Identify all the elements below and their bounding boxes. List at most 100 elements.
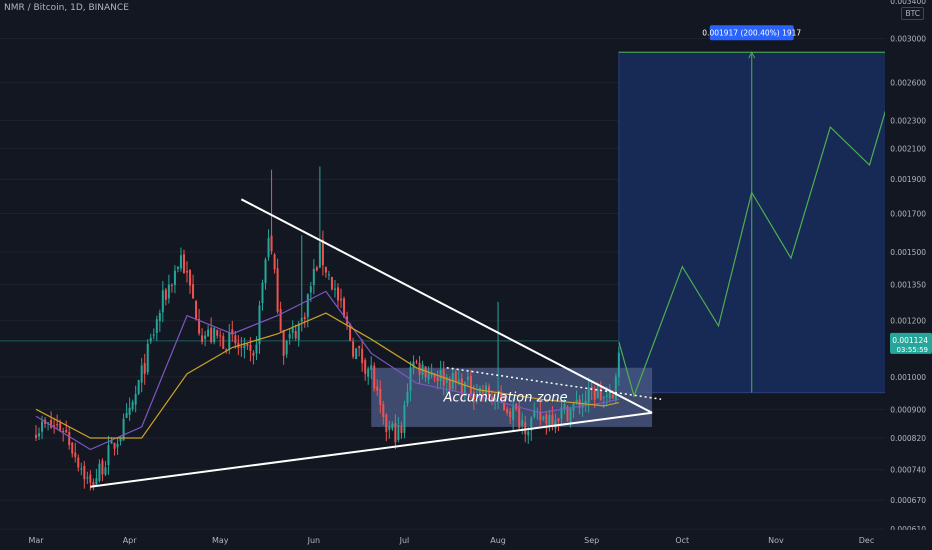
accumulation-zone-label: Accumulation zone <box>443 390 568 405</box>
candle-body <box>406 391 409 404</box>
candle-body <box>318 242 321 268</box>
candle-body <box>104 467 107 475</box>
candle-body <box>243 342 246 349</box>
candle-body <box>327 274 330 276</box>
candle-body <box>309 286 312 293</box>
target-badge[interactable] <box>709 25 794 41</box>
candle-body <box>264 259 267 284</box>
candle-body <box>524 422 527 435</box>
candle-body <box>195 300 198 320</box>
candle-body <box>454 371 457 383</box>
candle-body <box>403 404 406 433</box>
trendlines[interactable]: Accumulation zone 0.001917 (200.40%) 1917 <box>90 25 905 488</box>
candle-body <box>500 392 503 400</box>
ma-fast-line <box>35 290 620 451</box>
candle-body <box>439 369 442 382</box>
price-tick-label: 0.000820 <box>890 434 926 443</box>
candle-body <box>333 288 336 290</box>
time-tick-label: Sep <box>584 536 599 545</box>
candle-body <box>466 376 469 380</box>
candle-body <box>494 397 497 401</box>
time-tick-label: Aug <box>490 536 506 545</box>
candlestick-series <box>35 166 620 491</box>
candle-body <box>95 478 98 485</box>
candle-body <box>137 380 140 394</box>
candle-body <box>71 442 74 454</box>
projected-path[interactable] <box>618 52 904 398</box>
candle-body <box>433 375 436 378</box>
candle-body <box>611 394 614 399</box>
candle-body <box>388 425 391 431</box>
candle-body <box>361 348 364 364</box>
candle-body <box>569 408 572 424</box>
time-axis[interactable] <box>0 530 932 550</box>
candle-body <box>107 445 110 466</box>
candle-body <box>605 395 608 397</box>
candle-body <box>530 417 533 431</box>
candle-body <box>282 329 285 356</box>
candle-body <box>379 388 382 406</box>
candle-body <box>113 442 116 449</box>
candle-body <box>222 336 225 349</box>
candle-body <box>303 316 306 320</box>
candle-body <box>119 438 122 442</box>
candle-body <box>448 379 451 391</box>
candle-body <box>207 329 210 337</box>
candle-body <box>548 414 551 426</box>
candle-body <box>270 235 273 252</box>
candle-body <box>491 396 494 400</box>
time-tick-label: Apr <box>123 536 138 545</box>
ascending-trendline[interactable] <box>90 411 653 488</box>
descending-trendline[interactable] <box>240 198 653 414</box>
currency-badge[interactable]: BTC <box>901 7 924 20</box>
time-tick-label: Jun <box>307 536 321 545</box>
candle-body <box>394 423 397 443</box>
candle-body <box>557 418 560 422</box>
candle-body <box>430 372 433 376</box>
candle-body <box>400 425 403 433</box>
target-box[interactable] <box>618 51 895 394</box>
candle-body <box>288 334 291 339</box>
candle-body <box>41 421 44 432</box>
candle-body <box>35 434 37 438</box>
price-tick-label: 0.001000 <box>890 373 926 382</box>
price-tick-label: 0.003400 <box>890 0 926 6</box>
price-tick-label: 0.001500 <box>890 248 926 257</box>
candle-body <box>297 323 300 340</box>
candle-body <box>228 332 231 350</box>
candle-body <box>481 390 484 394</box>
candle-body <box>324 266 327 273</box>
candle-body <box>173 270 176 285</box>
candle-body <box>285 341 288 355</box>
moving-averages <box>35 290 620 451</box>
dotted-trendline[interactable] <box>446 367 662 400</box>
candle-body <box>276 268 279 312</box>
drawing-layer[interactable] <box>371 51 895 427</box>
price-axis[interactable] <box>885 0 932 550</box>
candle-body <box>330 277 333 290</box>
candle-body <box>152 334 155 336</box>
candle-body <box>83 465 86 480</box>
candle-body <box>146 343 149 373</box>
candle-body <box>164 289 167 300</box>
candle-body <box>497 391 500 399</box>
candle-body <box>382 403 385 417</box>
candle-body <box>445 377 448 383</box>
time-tick-label: Oct <box>675 536 689 545</box>
candle-body <box>216 330 219 336</box>
candle-body <box>186 271 188 273</box>
candle-body <box>204 335 207 339</box>
price-tick-label: 0.001700 <box>890 209 926 218</box>
candle-body <box>74 452 77 457</box>
price-tick-label: 0.000900 <box>890 405 926 414</box>
candle-body <box>478 388 481 396</box>
candle-body <box>349 324 352 341</box>
candle-body <box>140 365 143 383</box>
candle-body <box>584 400 587 404</box>
candle-body <box>427 373 430 380</box>
current-price-tag[interactable] <box>890 332 932 354</box>
price-tick-label: 0.002300 <box>890 116 926 125</box>
candle-body <box>167 284 170 299</box>
candle-body <box>77 457 80 468</box>
